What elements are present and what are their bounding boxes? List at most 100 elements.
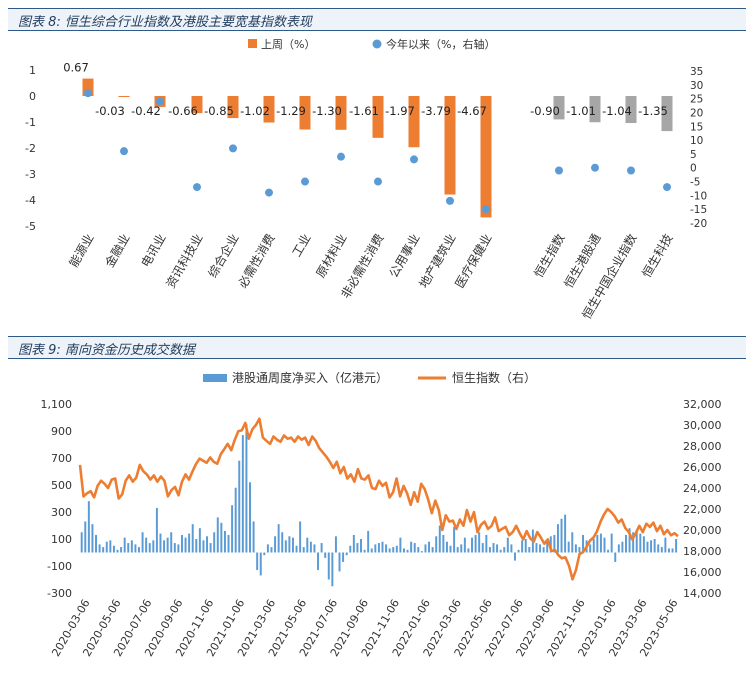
left-axis-tick: 900 — [51, 425, 72, 438]
left-axis-tick: 1 — [29, 64, 36, 77]
left-axis-tick: 700 — [51, 452, 72, 465]
category-label: 原材料业 — [313, 232, 349, 281]
net-buy-bar — [632, 532, 635, 553]
net-buy-bar — [80, 532, 83, 553]
net-buy-bar — [592, 539, 595, 553]
net-buy-bar — [252, 521, 255, 553]
net-buy-bar — [510, 544, 513, 553]
category-label: 资讯科技业 — [163, 232, 205, 291]
net-buy-bar — [546, 541, 549, 553]
right-axis-tick: 5 — [690, 149, 697, 161]
bar-能源业 — [82, 78, 94, 96]
net-buy-bar — [571, 532, 574, 553]
left-axis-tick: -300 — [47, 587, 72, 600]
net-buy-bar — [345, 552, 348, 556]
net-buy-bar — [245, 424, 248, 553]
right-axis-tick: 18,000 — [683, 545, 722, 558]
net-buy-bar — [173, 543, 176, 553]
net-buy-bar — [528, 547, 531, 553]
dot-恒生中国企业指数 — [627, 166, 635, 175]
left-axis-tick: -3 — [25, 168, 36, 181]
net-buy-bar — [596, 534, 599, 553]
legend-bar-label: 港股通周度净买入（亿港元） — [232, 370, 388, 385]
net-buy-bar — [317, 552, 320, 571]
net-buy-bar — [202, 540, 205, 553]
net-buy-bar — [238, 460, 241, 553]
right-axis-tick: -20 — [690, 218, 707, 230]
bar-资讯科技业 — [191, 96, 203, 114]
net-buy-bar — [352, 534, 355, 553]
net-buy-bar — [657, 544, 660, 553]
left-axis-tick: -5 — [25, 220, 36, 233]
net-buy-bar — [123, 537, 126, 553]
net-buy-bar — [241, 435, 244, 553]
category-label: 必需性消费 — [235, 232, 277, 291]
net-buy-bar — [360, 539, 362, 553]
legend-dot-swatch — [372, 39, 382, 49]
chart1-figure: 上周（%） 今年以来（%，右轴）10-1-2-3-4-53530252015105… — [25, 37, 707, 322]
net-buy-bar — [231, 505, 234, 553]
right-axis-tick: 28,000 — [683, 440, 722, 453]
net-buy-bar — [87, 501, 90, 553]
net-buy-bar — [266, 544, 269, 553]
right-axis-tick: 10 — [690, 135, 703, 147]
net-buy-bar — [166, 537, 169, 553]
net-buy-bar — [109, 540, 112, 553]
category-label: 工业 — [289, 232, 313, 260]
chart1-title: 图表 8: 恒生综合行业指数及港股主要宽基指数表现 — [18, 15, 312, 30]
dot-工业 — [301, 177, 309, 186]
dot-资讯科技业 — [193, 183, 201, 192]
net-buy-bar — [381, 541, 384, 553]
net-buy-bar — [209, 543, 212, 553]
net-buy-bar — [105, 541, 108, 553]
category-label: 医疗保健业 — [452, 232, 494, 291]
right-axis-tick: 16,000 — [683, 566, 722, 579]
net-buy-bar — [406, 549, 409, 553]
chart2-title-bar: 图表 9: 南向资金历史成交数据 — [8, 336, 746, 359]
net-buy-bar — [155, 507, 158, 553]
bar-恒生港股通 — [589, 96, 601, 123]
right-axis-tick: 35 — [690, 66, 703, 78]
dot-金融业 — [120, 147, 128, 156]
dot-必需性消费 — [265, 188, 273, 197]
net-buy-bar — [460, 544, 463, 553]
bar-value-label: -0.03 — [95, 104, 125, 118]
net-buy-bar — [564, 514, 567, 553]
dot-非必需性消费 — [374, 177, 382, 186]
net-buy-bar — [467, 548, 470, 553]
left-axis-tick: -100 — [47, 560, 72, 573]
net-buy-bar — [112, 545, 115, 553]
net-buy-bar — [198, 528, 201, 553]
net-buy-bar — [309, 541, 312, 553]
bar-工业 — [299, 96, 311, 130]
legend-bar-swatch — [248, 39, 257, 48]
net-buy-bar — [363, 549, 366, 553]
right-axis-tick: 20 — [690, 107, 703, 119]
net-buy-bar — [413, 543, 416, 553]
right-axis-tick: -5 — [690, 177, 700, 189]
left-axis-tick: -2 — [25, 142, 36, 155]
net-buy-bar — [599, 533, 602, 553]
net-buy-bar — [177, 544, 180, 553]
net-buy-bar — [220, 522, 223, 553]
bar-value-label: -1.35 — [638, 104, 668, 118]
net-buy-bar — [463, 537, 466, 553]
left-axis-tick: 500 — [51, 479, 72, 492]
net-buy-bar — [456, 547, 459, 553]
bar-金融业 — [118, 96, 130, 97]
net-buy-bar — [496, 544, 499, 553]
bar-value-label: -1.97 — [385, 104, 415, 118]
net-buy-bar — [349, 545, 352, 553]
net-buy-bar — [206, 536, 209, 553]
category-label: 能源业 — [66, 232, 96, 270]
bar-value-label: -0.66 — [168, 104, 198, 118]
net-buy-bar — [256, 552, 259, 571]
net-buy-bar — [539, 544, 542, 553]
net-buy-bar — [621, 541, 624, 553]
dot-综合企业 — [229, 144, 237, 153]
net-buy-bar — [392, 547, 395, 553]
net-buy-bar — [377, 543, 380, 553]
net-buy-bar — [195, 539, 198, 553]
net-buy-bar — [610, 533, 613, 553]
net-buy-bar — [424, 544, 427, 553]
